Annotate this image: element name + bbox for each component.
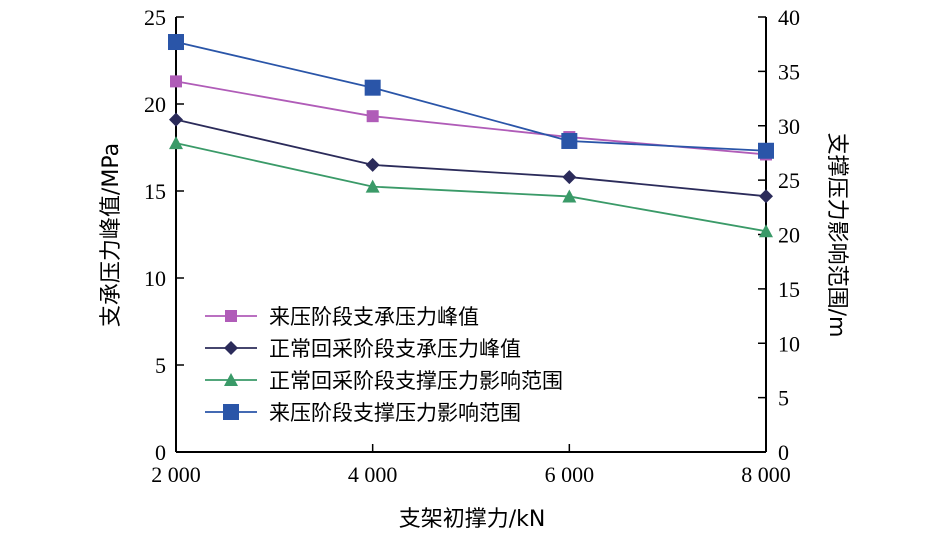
series-line — [175, 142, 767, 233]
series-line — [175, 80, 767, 156]
legend-item: 来压阶段支撑压力影响范围 — [205, 401, 521, 425]
series-line — [175, 118, 767, 198]
y-right-tick-label: 0 — [778, 440, 789, 465]
legend: 来压阶段支承压力峰值正常回采阶段支承压力峰值正常回采阶段支撑压力影响范围来压阶段… — [205, 305, 563, 425]
data-point — [758, 142, 774, 159]
y-right-tick-label: 40 — [778, 5, 800, 30]
series-4 — [168, 34, 774, 159]
y-left-tick-label: 15 — [144, 179, 166, 204]
data-point — [562, 189, 577, 203]
data-point — [168, 34, 184, 51]
data-point — [364, 79, 381, 96]
y-right-tick-label: 15 — [778, 277, 800, 302]
y-left-tick-label: 0 — [155, 440, 166, 465]
y-right-tick-label: 35 — [778, 59, 800, 84]
y-right-tick-label: 5 — [778, 386, 789, 411]
data-point — [366, 110, 379, 123]
legend-label: 来压阶段支撑压力影响范围 — [269, 401, 521, 425]
data-point — [170, 75, 182, 88]
y-axis-right-title: 支撑压力影响范围/m — [824, 133, 849, 338]
x-tick-label: 8 000 — [741, 462, 791, 487]
y-right-tick-label: 25 — [778, 168, 800, 193]
y-right-tick-label: 10 — [778, 331, 800, 356]
x-tick-label: 4 000 — [348, 462, 398, 487]
legend-marker — [224, 373, 238, 386]
series-1 — [170, 75, 772, 161]
y-left-tick-label: 20 — [144, 92, 166, 117]
y-axis-left-title: 支承压力峰值/MPa — [99, 143, 124, 327]
legend-item: 来压阶段支承压力峰值 — [205, 305, 479, 329]
data-point — [365, 179, 380, 193]
y-left-tick-label: 10 — [144, 266, 166, 291]
legend-label: 正常回采阶段支撑压力影响范围 — [269, 369, 563, 393]
x-tick-label: 2 000 — [151, 462, 201, 487]
y-axis-right: 0 5 10 15 20 25 30 35 40 — [758, 5, 800, 465]
x-axis: 2 000 4 000 6 000 8 000 — [151, 444, 791, 487]
series-group — [168, 34, 774, 238]
y-right-tick-label: 30 — [778, 114, 800, 139]
data-point — [759, 224, 773, 238]
y-left-tick-label: 5 — [155, 353, 166, 378]
y-left-tick-label: 25 — [144, 5, 166, 30]
data-point — [365, 157, 380, 172]
data-point — [169, 136, 183, 150]
legend-marker — [225, 310, 237, 322]
series-3 — [169, 136, 773, 238]
data-point — [169, 112, 183, 127]
data-point — [759, 189, 773, 204]
series-2 — [169, 112, 773, 204]
x-tick-label: 6 000 — [545, 462, 595, 487]
legend-item: 正常回采阶段支承压力峰值 — [205, 337, 521, 361]
legend-marker — [223, 404, 239, 420]
x-axis-title: 支架初撑力/kN — [399, 507, 546, 532]
legend-label: 来压阶段支承压力峰值 — [269, 305, 479, 329]
legend-marker — [224, 341, 238, 355]
y-axis-left: 0 5 10 15 20 25 — [144, 5, 184, 465]
y-right-tick-label: 20 — [778, 223, 800, 248]
data-point — [561, 132, 578, 149]
legend-label: 正常回采阶段支承压力峰值 — [269, 337, 521, 361]
series-line — [175, 41, 767, 152]
data-point — [562, 170, 577, 185]
legend-item: 正常回采阶段支撑压力影响范围 — [205, 369, 563, 393]
